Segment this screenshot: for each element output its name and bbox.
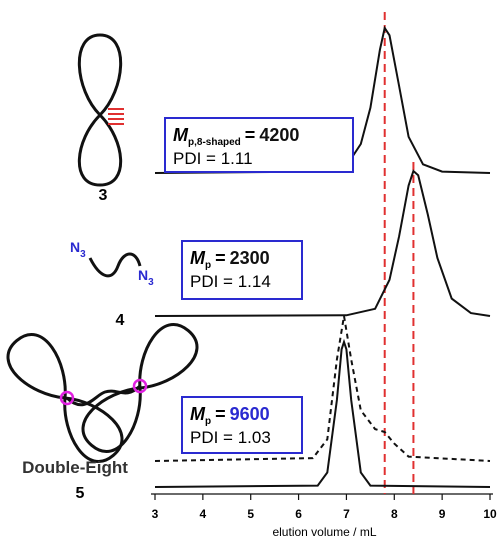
- azide-subscript: 3: [148, 277, 154, 288]
- mp-label: Mp = 2300: [190, 248, 270, 271]
- pdi-label: PDI = 1.14: [190, 272, 271, 291]
- figure-eight-structure: [77, 33, 123, 187]
- mp-label: Mp = 9600: [190, 404, 270, 427]
- pdi-label: PDI = 1.03: [190, 428, 271, 447]
- mp-symbol: M: [190, 404, 206, 424]
- figure-eight-structure: [6, 333, 124, 463]
- mp-symbol: M: [173, 125, 189, 145]
- pdi-label: PDI = 1.11: [173, 149, 253, 168]
- mp-label: Mp,8-shaped = 4200: [173, 125, 299, 148]
- mp-value: 9600: [230, 404, 270, 424]
- mp-subscript: p: [205, 260, 211, 271]
- crosslink-marks: [108, 108, 124, 125]
- x-axis-label: elution volume / mL: [272, 525, 376, 539]
- trace: [154, 169, 491, 317]
- azide-label: N3: [138, 267, 154, 288]
- azide-subscript: 3: [80, 249, 86, 260]
- mp-subscript: p,8-shaped: [188, 137, 241, 148]
- x-tick-label: 9: [439, 507, 446, 521]
- linear-structure: [88, 252, 142, 278]
- trace: [154, 315, 491, 462]
- compound-name: Double-Eight: [22, 458, 128, 477]
- mp-equals: =: [245, 125, 256, 145]
- azide-label: N3: [70, 239, 86, 260]
- annotation-box: [181, 240, 303, 300]
- mp-symbol: M: [190, 248, 206, 268]
- mp-value: 4200: [259, 125, 299, 145]
- azide-symbol: N: [70, 239, 80, 255]
- azide-symbol: N: [138, 267, 148, 283]
- x-tick-label: 7: [343, 507, 350, 521]
- mp-equals: =: [215, 404, 226, 424]
- x-tick-label: 4: [200, 507, 207, 521]
- annotation-box: [181, 396, 303, 454]
- annotation-box: [164, 117, 354, 173]
- chromatogram: 3 4 5 6 7 8 9 10 elution volume / mL Mp,8-shaped =…: [151, 12, 497, 539]
- x-tick-label: 8: [391, 507, 398, 521]
- x-tick-label: 10: [483, 507, 497, 521]
- compound-label: 5: [76, 485, 85, 502]
- mp-equals: =: [215, 248, 226, 268]
- compound-label: 3: [99, 187, 108, 204]
- junction: [59, 390, 75, 406]
- junction: [132, 378, 148, 394]
- x-tick-label: 3: [152, 507, 159, 521]
- mp-subscript: p: [205, 416, 211, 427]
- compound-label: 4: [116, 312, 125, 329]
- x-tick-label: 6: [295, 507, 302, 521]
- x-tick-label: 5: [247, 507, 254, 521]
- linker: [65, 384, 142, 407]
- mp-value: 2300: [230, 248, 270, 268]
- trace: [154, 338, 491, 488]
